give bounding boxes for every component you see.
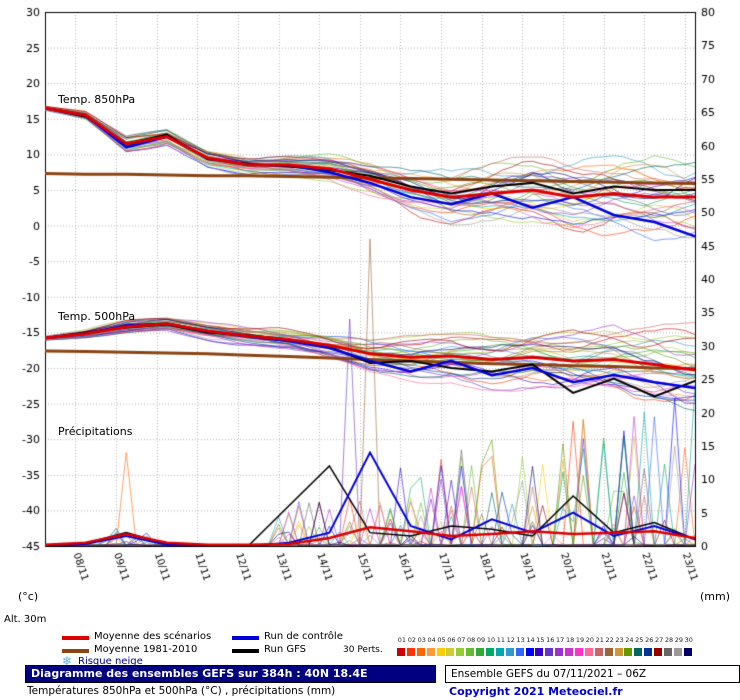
pert-number: 20 <box>585 636 594 644</box>
pert-number: 30 <box>684 636 693 644</box>
pert-number: 27 <box>654 636 664 644</box>
perturbations-count-label: 30 Perts. <box>343 645 383 655</box>
perturbation-numbers-row: 01 02 03 04 05 06 07 08 09 10 11 12 13 14 15 16 17 18 19 20… <box>397 629 697 648</box>
pert-number: 13 <box>516 636 525 644</box>
pert-number: 15 <box>536 636 545 644</box>
pert-color-square <box>584 648 593 656</box>
pert-number: 04 <box>427 636 436 644</box>
legend-label-snow: Risque neige <box>78 656 143 667</box>
pert-number: 12 <box>506 636 515 644</box>
pert-color-square <box>654 648 663 656</box>
altitude-label: Alt. 30m <box>4 614 47 625</box>
pert-color-square <box>397 648 405 656</box>
pert-color-square <box>545 648 554 656</box>
panel-label-precip: Précipitations <box>58 425 133 438</box>
pert-color-square <box>416 648 425 656</box>
pert-number: 01 <box>397 636 407 644</box>
pert-color-square <box>486 648 495 656</box>
pert-number: 03 <box>417 636 426 644</box>
pert-number: 23 <box>615 636 624 644</box>
left-axis-unit-label: (°c) <box>18 590 39 603</box>
pert-color-square <box>644 648 653 656</box>
pert-color-square <box>476 648 485 656</box>
pert-number: 11 <box>496 636 505 644</box>
pert-color-square <box>604 648 613 656</box>
pert-number: 08 <box>467 636 476 644</box>
pert-color-square <box>515 648 524 656</box>
legend-swatch-gfs <box>232 649 259 653</box>
pert-number: 26 <box>645 636 654 644</box>
copyright-link[interactable]: Copyright 2021 Meteociel.fr <box>449 685 623 698</box>
pert-color-square <box>456 648 465 656</box>
pert-color-square <box>495 648 504 656</box>
run-info-box: Ensemble GEFS du 07/11/2021 – 06Z <box>445 665 740 683</box>
snowflake-icon: ❄ <box>62 654 73 668</box>
pert-color-square <box>565 648 574 656</box>
legend-label-gfs: Run GFS <box>264 644 307 655</box>
pert-color-square <box>446 648 455 656</box>
pert-number: 29 <box>674 636 684 644</box>
pert-number: 18 <box>565 636 575 644</box>
pert-color-square <box>525 648 534 656</box>
pert-number: 22 <box>605 636 614 644</box>
pert-number: 10 <box>486 636 496 644</box>
pert-color-square <box>614 648 623 656</box>
perturbation-colors-row <box>397 641 697 660</box>
pert-number: 16 <box>546 636 555 644</box>
ensemble-plot-canvas <box>0 0 740 612</box>
pert-color-square <box>436 648 445 656</box>
panel-label-t500: Temp. 500hPa <box>58 310 136 323</box>
right-axis-unit-label: (mm) <box>700 590 731 603</box>
panel-label-t850: Temp. 850hPa <box>58 93 136 106</box>
pert-number: 14 <box>526 636 535 644</box>
pert-number: 07 <box>457 636 466 644</box>
legend-swatch-control <box>232 636 259 640</box>
pert-number: 28 <box>664 636 674 644</box>
pert-color-square <box>575 648 584 656</box>
pert-color-square <box>555 648 564 656</box>
legend-label-climo: Moyenne 1981-2010 <box>94 644 198 655</box>
pert-color-square <box>634 648 643 656</box>
pert-color-square <box>426 648 435 656</box>
pert-color-square <box>535 648 544 656</box>
pert-color-square <box>664 648 673 656</box>
legend-swatch-climo <box>62 649 89 653</box>
pert-number: 09 <box>476 636 486 644</box>
pert-color-square <box>505 648 514 656</box>
pert-number: 19 <box>575 636 585 644</box>
pert-number: 21 <box>595 636 604 644</box>
legend-swatch-mean <box>62 636 89 640</box>
pert-number: 05 <box>437 636 446 644</box>
pert-color-square <box>406 648 415 656</box>
diagram-title-bar: Diagramme des ensembles GEFS sur 384h : … <box>25 665 436 683</box>
pert-number: 06 <box>447 636 456 644</box>
pert-color-square <box>624 648 633 656</box>
pert-color-square <box>673 648 682 656</box>
pert-number: 17 <box>556 636 565 644</box>
pert-color-square <box>594 648 603 656</box>
pert-number: 02 <box>407 636 416 644</box>
legend-label-mean: Moyenne des scénarios <box>94 631 212 642</box>
pert-number: 25 <box>635 636 644 644</box>
pert-number: 24 <box>625 636 634 644</box>
pert-color-square <box>683 648 692 656</box>
pert-color-square <box>466 648 475 656</box>
legend-label-control: Run de contrôle <box>264 631 343 642</box>
diagram-subtitle: Températures 850hPa et 500hPa (°C) , pré… <box>27 685 336 697</box>
